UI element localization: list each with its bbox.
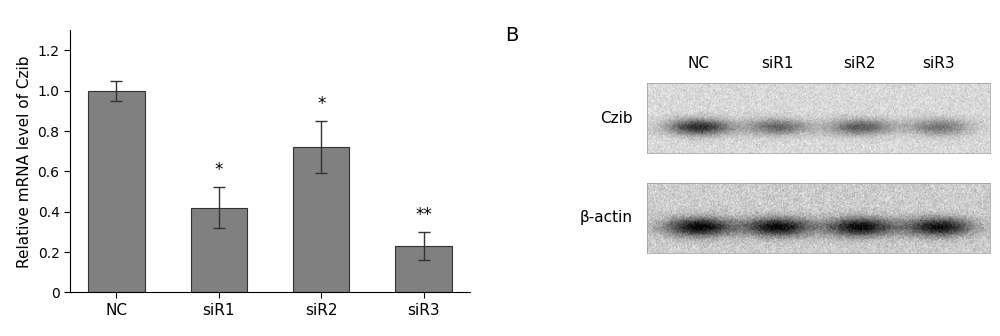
Text: β-actin: β-actin bbox=[579, 210, 632, 225]
Bar bbox=[293, 147, 349, 292]
Text: *: * bbox=[215, 161, 223, 179]
Bar bbox=[88, 91, 145, 292]
Text: *: * bbox=[317, 95, 325, 113]
Text: siR1: siR1 bbox=[761, 56, 794, 71]
Text: Czib: Czib bbox=[600, 111, 632, 126]
Text: siR3: siR3 bbox=[922, 56, 955, 71]
Text: B: B bbox=[505, 26, 518, 45]
Bar bbox=[395, 246, 452, 292]
Text: NC: NC bbox=[687, 56, 709, 71]
Bar bbox=[191, 208, 247, 292]
Y-axis label: Relative mRNA level of Czib: Relative mRNA level of Czib bbox=[17, 55, 32, 267]
Text: siR2: siR2 bbox=[843, 56, 876, 71]
Text: **: ** bbox=[415, 206, 432, 224]
